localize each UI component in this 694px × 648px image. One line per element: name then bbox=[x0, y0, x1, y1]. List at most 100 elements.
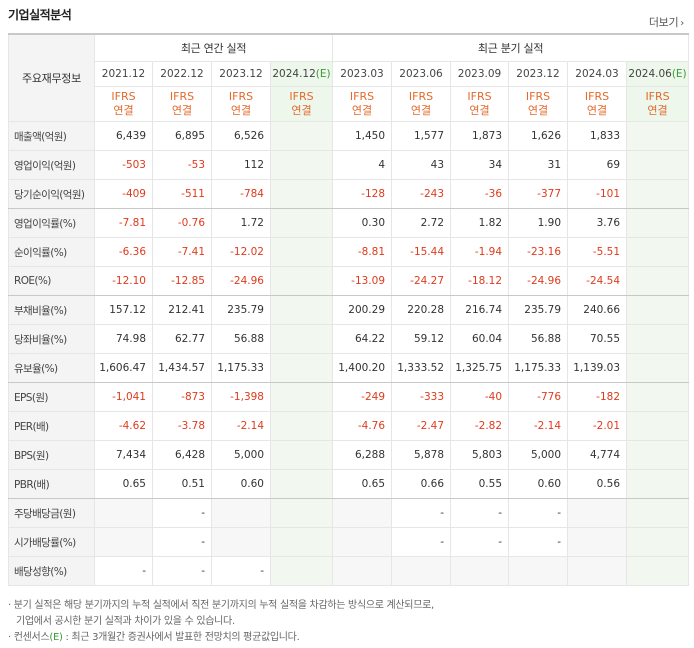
value-cell: -12.85 bbox=[152, 266, 212, 296]
value-cell bbox=[211, 498, 271, 528]
ifrs-header-annual-2: IFRS 연결 bbox=[211, 86, 271, 122]
ifrs-bottom: 연결 bbox=[586, 104, 608, 117]
value-cell: 1.90 bbox=[508, 208, 569, 238]
value-cell: - bbox=[391, 527, 452, 557]
value-cell bbox=[626, 266, 690, 296]
value-cell: -24.54 bbox=[567, 266, 628, 296]
period-header-quarter-4: 2024.03 bbox=[567, 61, 628, 87]
ifrs-top: IFRS bbox=[408, 90, 434, 103]
value-cell: -4.62 bbox=[94, 411, 153, 441]
ifrs-bottom: 연결 bbox=[171, 104, 193, 117]
value-cell: 0.56 bbox=[567, 469, 628, 499]
table-row: ROE(%) -12.10 -12.85 -24.96 -13.09 -24.27 -18.… bbox=[8, 266, 690, 296]
period-header-annual-0: 2021.12 bbox=[94, 61, 153, 87]
row-label: PER(배) bbox=[8, 411, 95, 441]
more-label: 더보기 bbox=[648, 16, 679, 29]
estimate-mark: (E) bbox=[49, 632, 63, 643]
table-row: 시가배당률(%) - - - - bbox=[8, 527, 690, 557]
period-label: 2023.12 bbox=[516, 68, 560, 80]
row-label: 주당배당금(원) bbox=[8, 498, 95, 528]
value-cell bbox=[626, 440, 690, 470]
value-cell: 56.88 bbox=[211, 324, 271, 354]
value-cell: 3.76 bbox=[567, 208, 628, 238]
period-header-quarter-2: 2023.09 bbox=[450, 61, 510, 87]
table-row: EPS(원) -1,041 -873 -1,398 -249 -333 -40 -776 -18… bbox=[8, 382, 690, 412]
ifrs-header-quarter-3: IFRS 연결 bbox=[508, 86, 569, 122]
value-cell: - bbox=[152, 527, 212, 557]
ifrs-header-annual-1: IFRS 연결 bbox=[152, 86, 212, 122]
row-label: 부채비율(%) bbox=[8, 295, 95, 325]
value-cell: - bbox=[391, 498, 452, 528]
value-cell bbox=[269, 150, 334, 180]
value-cell bbox=[269, 556, 334, 586]
value-cell: -873 bbox=[152, 382, 212, 412]
period-label: 2023.03 bbox=[340, 68, 384, 80]
value-cell: -7.81 bbox=[94, 208, 153, 238]
value-cell: 6,526 bbox=[211, 121, 271, 151]
value-cell: -333 bbox=[391, 382, 452, 412]
value-cell: -53 bbox=[152, 150, 212, 180]
period-label: 2023.12 bbox=[219, 68, 263, 80]
value-cell: 216.74 bbox=[450, 295, 510, 325]
value-cell bbox=[391, 556, 452, 586]
value-cell bbox=[269, 324, 334, 354]
value-cell: 4 bbox=[332, 150, 393, 180]
value-cell: 212.41 bbox=[152, 295, 212, 325]
value-cell: -2.47 bbox=[391, 411, 452, 441]
value-cell: 6,428 bbox=[152, 440, 212, 470]
value-cell: -5.51 bbox=[567, 237, 628, 267]
table-row: 부채비율(%) 157.12 212.41 235.79 200.29 220.28 216… bbox=[8, 295, 690, 325]
value-cell: 0.51 bbox=[152, 469, 212, 499]
value-cell: -784 bbox=[211, 179, 271, 209]
value-cell bbox=[332, 498, 393, 528]
table-row: 영업이익률(%) -7.81 -0.76 1.72 0.30 2.72 1.82 1.90 3.… bbox=[8, 208, 690, 238]
ifrs-bottom: 연결 bbox=[647, 104, 668, 117]
value-cell: 70.55 bbox=[567, 324, 628, 354]
period-label: 2024.12 bbox=[272, 68, 316, 80]
value-cell bbox=[626, 150, 690, 180]
ifrs-header-quarter-5: IFRS 연결 bbox=[626, 86, 690, 122]
value-cell: 6,895 bbox=[152, 121, 212, 151]
value-cell bbox=[626, 121, 690, 151]
table-row: 당좌비율(%) 74.98 62.77 56.88 64.22 59.12 60.04 56.… bbox=[8, 324, 690, 354]
ifrs-top: IFRS bbox=[525, 90, 551, 103]
value-cell bbox=[269, 469, 334, 499]
value-cell: - bbox=[94, 556, 153, 586]
value-cell: 1,333.52 bbox=[391, 353, 452, 383]
ifrs-bottom: 연결 bbox=[351, 104, 373, 117]
value-cell bbox=[211, 527, 271, 557]
row-label: PBR(배) bbox=[8, 469, 95, 499]
estimate-mark: (E) bbox=[315, 68, 331, 80]
ifrs-header-quarter-4: IFRS 연결 bbox=[567, 86, 628, 122]
row-label: 유보율(%) bbox=[8, 353, 95, 383]
chevron-right-icon: › bbox=[680, 18, 684, 29]
footnote-1: · 분기 실적은 해당 분기까지의 누적 실적에서 직전 분기까지의 누적 실적… bbox=[8, 600, 434, 611]
value-cell bbox=[626, 527, 690, 557]
value-cell bbox=[626, 353, 690, 383]
value-cell: 200.29 bbox=[332, 295, 393, 325]
ifrs-header-quarter-0: IFRS 연결 bbox=[332, 86, 393, 122]
value-cell: 220.28 bbox=[391, 295, 452, 325]
value-cell: -503 bbox=[94, 150, 153, 180]
value-cell bbox=[332, 556, 393, 586]
value-cell: 0.55 bbox=[450, 469, 510, 499]
value-cell bbox=[450, 556, 510, 586]
value-cell: -2.01 bbox=[567, 411, 628, 441]
ifrs-top: IFRS bbox=[169, 90, 195, 103]
value-cell: 0.66 bbox=[391, 469, 452, 499]
row-label: 당기순이익(억원) bbox=[8, 179, 95, 209]
value-cell: -40 bbox=[450, 382, 510, 412]
value-cell: 1,325.75 bbox=[450, 353, 510, 383]
value-cell: 1,833 bbox=[567, 121, 628, 151]
value-cell: 235.79 bbox=[508, 295, 569, 325]
value-cell: 64.22 bbox=[332, 324, 393, 354]
period-label: 2021.12 bbox=[101, 68, 146, 80]
value-cell: 5,878 bbox=[391, 440, 452, 470]
value-cell: -2.14 bbox=[211, 411, 271, 441]
footnote-3: · 컨센서스(E) : 최근 3개월간 증권사에서 발표한 전망치의 평균값입니… bbox=[8, 630, 434, 646]
value-cell: -36 bbox=[450, 179, 510, 209]
footnote-3-suffix: : 최근 3개월간 증권사에서 발표한 전망치의 평균값입니다. bbox=[62, 632, 300, 643]
more-link[interactable]: 더보기 › bbox=[649, 14, 684, 30]
value-cell bbox=[626, 208, 690, 238]
value-cell: 0.60 bbox=[211, 469, 271, 499]
